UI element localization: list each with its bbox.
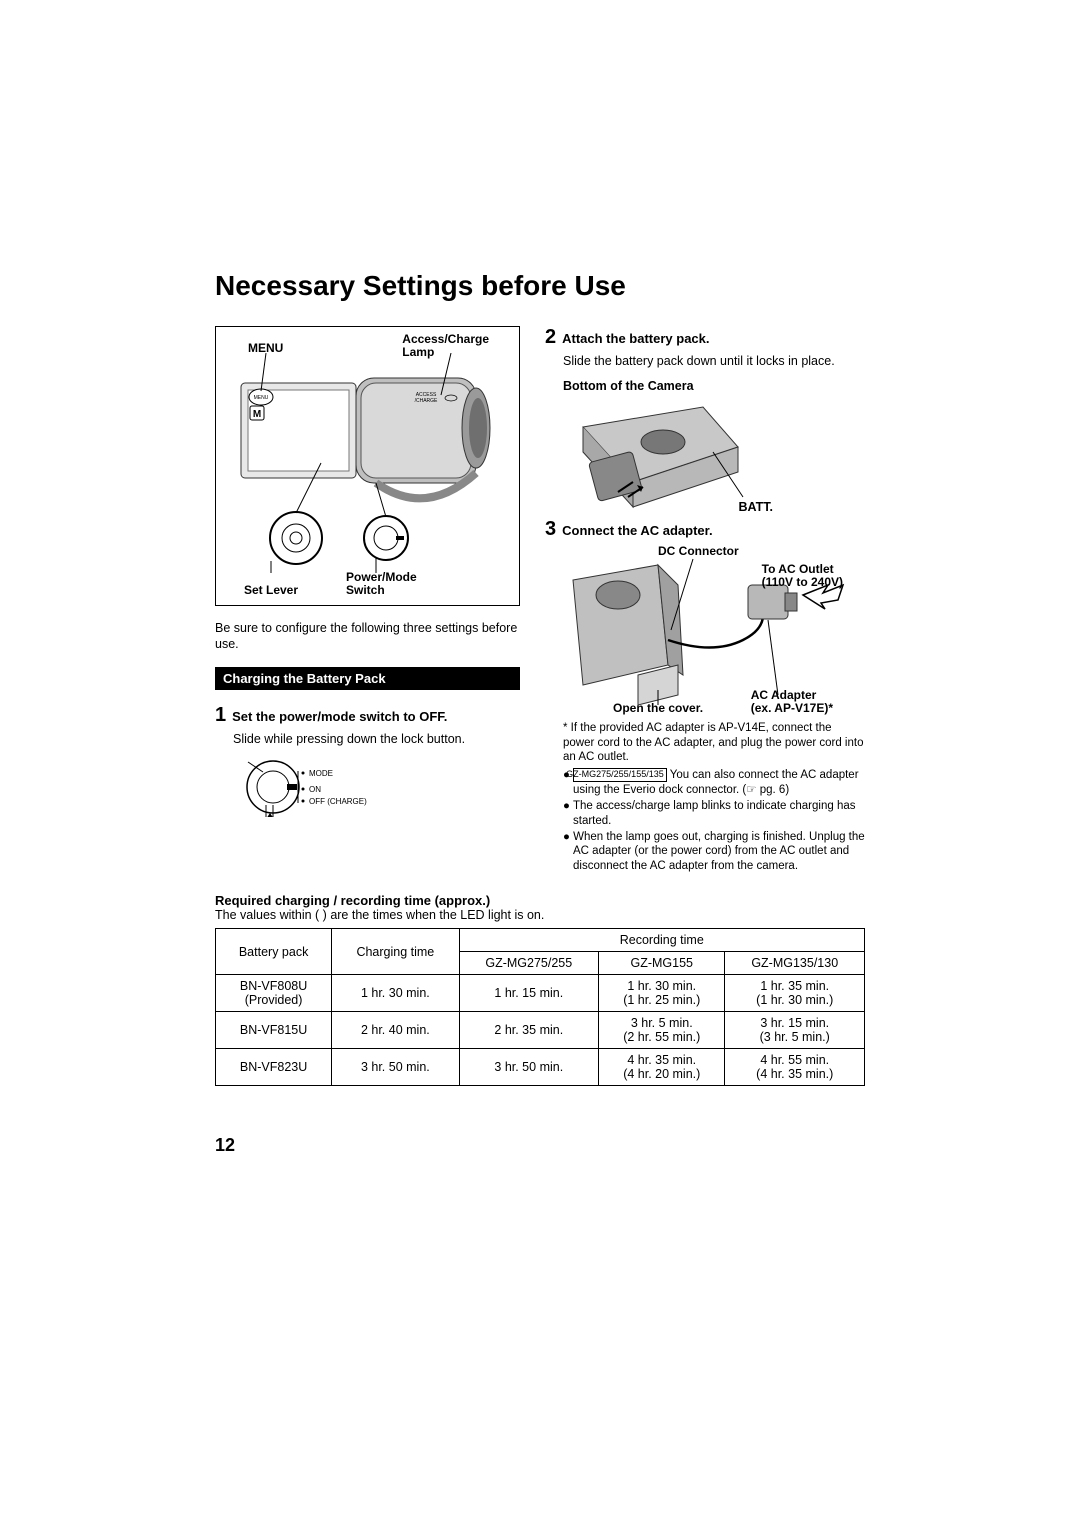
cell: BN-VF808U(Provided) bbox=[216, 975, 332, 1012]
cell: 1 hr. 30 min. bbox=[332, 975, 459, 1012]
table-section: Required charging / recording time (appr… bbox=[215, 893, 865, 1086]
page-title: Necessary Settings before Use bbox=[215, 270, 865, 302]
footnote: * If the provided AC adapter is AP-V14E,… bbox=[563, 721, 865, 764]
th-col-c: GZ-MG135/130 bbox=[725, 952, 865, 975]
page-number: 12 bbox=[215, 1135, 235, 1156]
table-note: The values within ( ) are the times when… bbox=[215, 908, 865, 922]
cell: 3 hr. 50 min. bbox=[459, 1049, 598, 1086]
model-badge: GZ-MG275/255/155/135 bbox=[573, 768, 667, 781]
power-mode-label: Power/ModeSwitch bbox=[346, 571, 417, 597]
step-1-num: 1 bbox=[215, 704, 226, 727]
dc-connector-label: DC Connector bbox=[658, 545, 739, 558]
cell: 3 hr. 5 min.(2 hr. 55 min.) bbox=[599, 1012, 725, 1049]
bullet-2: ● The access/charge lamp blinks to indic… bbox=[563, 799, 865, 828]
table-title: Required charging / recording time (appr… bbox=[215, 893, 865, 908]
left-column: MENU Access/ChargeLamp MENU bbox=[215, 326, 520, 875]
step-2-header: 2 Attach the battery pack. bbox=[545, 326, 865, 349]
batt-label: BATT. bbox=[739, 500, 774, 514]
bullet-list: ● GZ-MG275/255/155/135 You can also conn… bbox=[563, 768, 865, 873]
camera-diagram: MENU Access/ChargeLamp MENU bbox=[215, 326, 520, 606]
step-1-body: Slide while pressing down the lock butto… bbox=[233, 731, 520, 747]
cell: 1 hr. 30 min.(1 hr. 25 min.) bbox=[599, 975, 725, 1012]
step-2-num: 2 bbox=[545, 326, 556, 349]
step-3-header: 3 Connect the AC adapter. bbox=[545, 518, 865, 541]
table-row: BN-VF823U 3 hr. 50 min. 3 hr. 50 min. 4 … bbox=[216, 1049, 865, 1086]
cell: 2 hr. 35 min. bbox=[459, 1012, 598, 1049]
open-cover-label: Open the cover. bbox=[613, 702, 703, 715]
cell: 4 hr. 35 min.(4 hr. 20 min.) bbox=[599, 1049, 725, 1086]
cell: BN-VF823U bbox=[216, 1049, 332, 1086]
th-col-b: GZ-MG155 bbox=[599, 952, 725, 975]
cell: 4 hr. 55 min.(4 hr. 35 min.) bbox=[725, 1049, 865, 1086]
on-label: ON bbox=[309, 785, 321, 794]
ac-adapter-diagram: DC Connector To AC Outlet(110V to 240V) bbox=[563, 545, 863, 715]
th-recording-time: Recording time bbox=[459, 929, 864, 952]
cell: 1 hr. 15 min. bbox=[459, 975, 598, 1012]
step-2-title: Attach the battery pack. bbox=[562, 331, 709, 346]
off-label: OFF (CHARGE) bbox=[309, 797, 367, 806]
ac-adapter-label: AC Adapter(ex. AP-V17E)* bbox=[751, 689, 833, 715]
table-row: BN-VF815U 2 hr. 40 min. 2 hr. 35 min. 3 … bbox=[216, 1012, 865, 1049]
table-header-row-1: Battery pack Charging time Recording tim… bbox=[216, 929, 865, 952]
to-ac-outlet-label: To AC Outlet(110V to 240V) bbox=[762, 563, 843, 589]
set-lever-label: Set Lever bbox=[244, 583, 298, 597]
bottom-of-camera-label: Bottom of the Camera bbox=[563, 379, 865, 393]
table-row: BN-VF808U(Provided) 1 hr. 30 min. 1 hr. … bbox=[216, 975, 865, 1012]
menu-btn-text: MENU bbox=[254, 395, 269, 401]
intro-text: Be sure to configure the following three… bbox=[215, 620, 520, 653]
step-3-num: 3 bbox=[545, 518, 556, 541]
step-3-title: Connect the AC adapter. bbox=[562, 523, 712, 538]
cell: BN-VF815U bbox=[216, 1012, 332, 1049]
th-col-a: GZ-MG275/255 bbox=[459, 952, 598, 975]
th-battery-pack: Battery pack bbox=[216, 929, 332, 975]
section-heading: Charging the Battery Pack bbox=[215, 667, 520, 690]
bullet-3: ● When the lamp goes out, charging is fi… bbox=[563, 830, 865, 873]
cell: 2 hr. 40 min. bbox=[332, 1012, 459, 1049]
th-charging-time: Charging time bbox=[332, 929, 459, 975]
charging-table: Battery pack Charging time Recording tim… bbox=[215, 928, 865, 1086]
right-column: 2 Attach the battery pack. Slide the bat… bbox=[545, 326, 865, 875]
step-2-body: Slide the battery pack down until it loc… bbox=[563, 353, 865, 369]
svg-text:/CHARGE: /CHARGE bbox=[415, 398, 438, 404]
cell: 1 hr. 35 min.(1 hr. 30 min.) bbox=[725, 975, 865, 1012]
step-1-title: Set the power/mode switch to OFF. bbox=[232, 709, 447, 724]
mode-label: MODE bbox=[309, 769, 333, 778]
step-1-header: 1 Set the power/mode switch to OFF. bbox=[215, 704, 520, 727]
cell: 3 hr. 15 min.(3 hr. 5 min.) bbox=[725, 1012, 865, 1049]
camera-svg: MENU M ACCESS /CHARGE bbox=[226, 353, 511, 578]
battery-attach-diagram: BATT. bbox=[563, 397, 763, 512]
cell: 3 hr. 50 min. bbox=[332, 1049, 459, 1086]
m-indicator: M bbox=[253, 409, 261, 420]
mode-switch-diagram: MODE ON OFF (CHARGE) bbox=[233, 757, 520, 817]
bullet-1: ● GZ-MG275/255/155/135 You can also conn… bbox=[563, 768, 865, 797]
